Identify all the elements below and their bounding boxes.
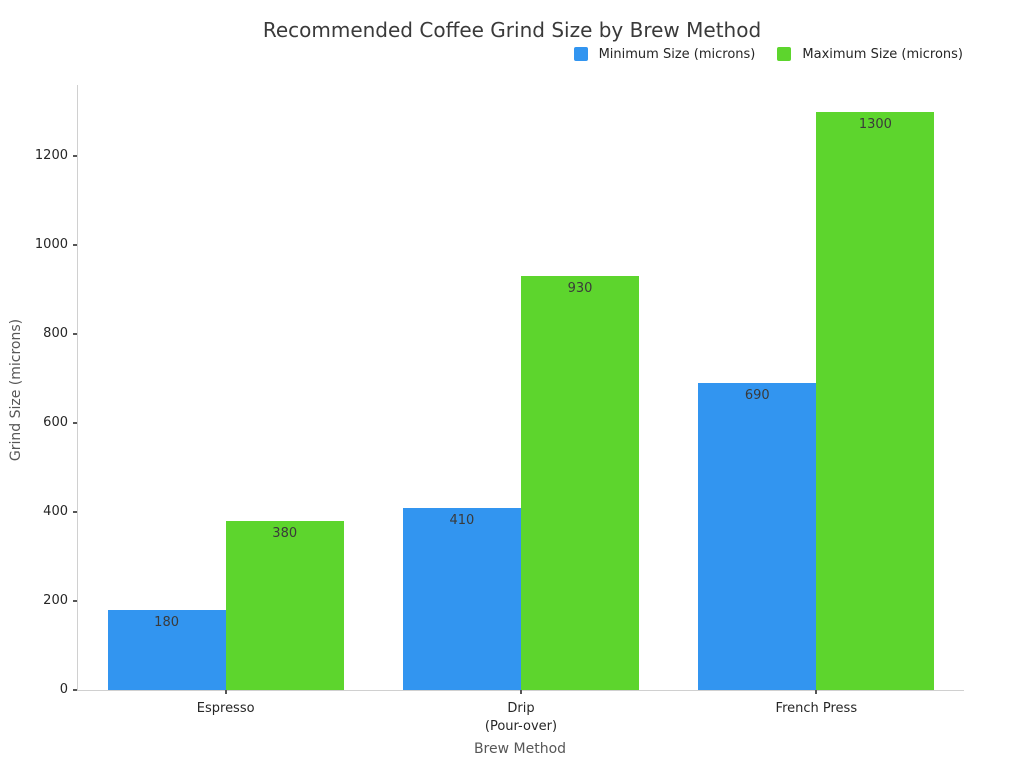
bar-value-label: 180 — [154, 614, 179, 630]
bar-value-label: 1300 — [858, 116, 892, 132]
legend-item: Maximum Size (microns) — [777, 47, 963, 62]
bar-value-label: 380 — [272, 525, 298, 541]
bar — [521, 276, 640, 690]
plot-area: 0 200 400 600 800 1000 1200 Espresso 180 380 Drip … — [35, 85, 964, 734]
y-tick-label: 800 — [43, 326, 68, 342]
y-tick-mark — [73, 333, 77, 336]
y-tick-label: 600 — [43, 415, 68, 431]
bar-value-label: 690 — [744, 388, 770, 404]
x-tick-label: French Press — [775, 701, 858, 716]
bar — [107, 609, 226, 690]
y-tick-label: 1000 — [34, 237, 68, 253]
chart-title: Recommended Coffee Grind Size by Brew Me… — [262, 18, 762, 42]
legend-label: Maximum Size (microns) — [802, 46, 963, 62]
y-tick-mark — [73, 244, 77, 247]
x-tick-mark — [520, 690, 522, 694]
bar — [816, 111, 935, 690]
x-tick-label: Drip (Pour-over) — [484, 701, 558, 734]
x-tick-mark — [224, 690, 227, 694]
legend-label: Minimum Size (microns) — [598, 46, 756, 62]
y-tick-mark — [73, 155, 77, 158]
x-tick-label: Espresso — [196, 701, 255, 716]
y-tick-mark — [73, 511, 77, 514]
bar — [225, 520, 344, 690]
legend: Minimum Size (microns) Maximum Size (micr… — [573, 45, 963, 63]
x-axis-title: Brew Method — [473, 741, 567, 757]
bar — [402, 507, 521, 690]
bar — [698, 383, 817, 690]
legend-swatch — [777, 47, 792, 61]
y-tick-label: 0 — [59, 682, 68, 697]
legend-swatch — [573, 47, 588, 61]
legend-item: Minimum Size (microns) — [573, 46, 756, 62]
x-tick-mark — [815, 690, 818, 694]
y-tick-label: 200 — [43, 593, 68, 609]
y-tick-mark — [73, 600, 77, 603]
y-tick-label: 400 — [43, 504, 68, 520]
y-tick-label: 1200 — [34, 148, 68, 164]
bar-value-label: 930 — [567, 281, 593, 297]
y-tick-mark — [73, 422, 77, 425]
bar-value-label: 410 — [449, 512, 475, 528]
y-tick-mark — [73, 689, 77, 691]
